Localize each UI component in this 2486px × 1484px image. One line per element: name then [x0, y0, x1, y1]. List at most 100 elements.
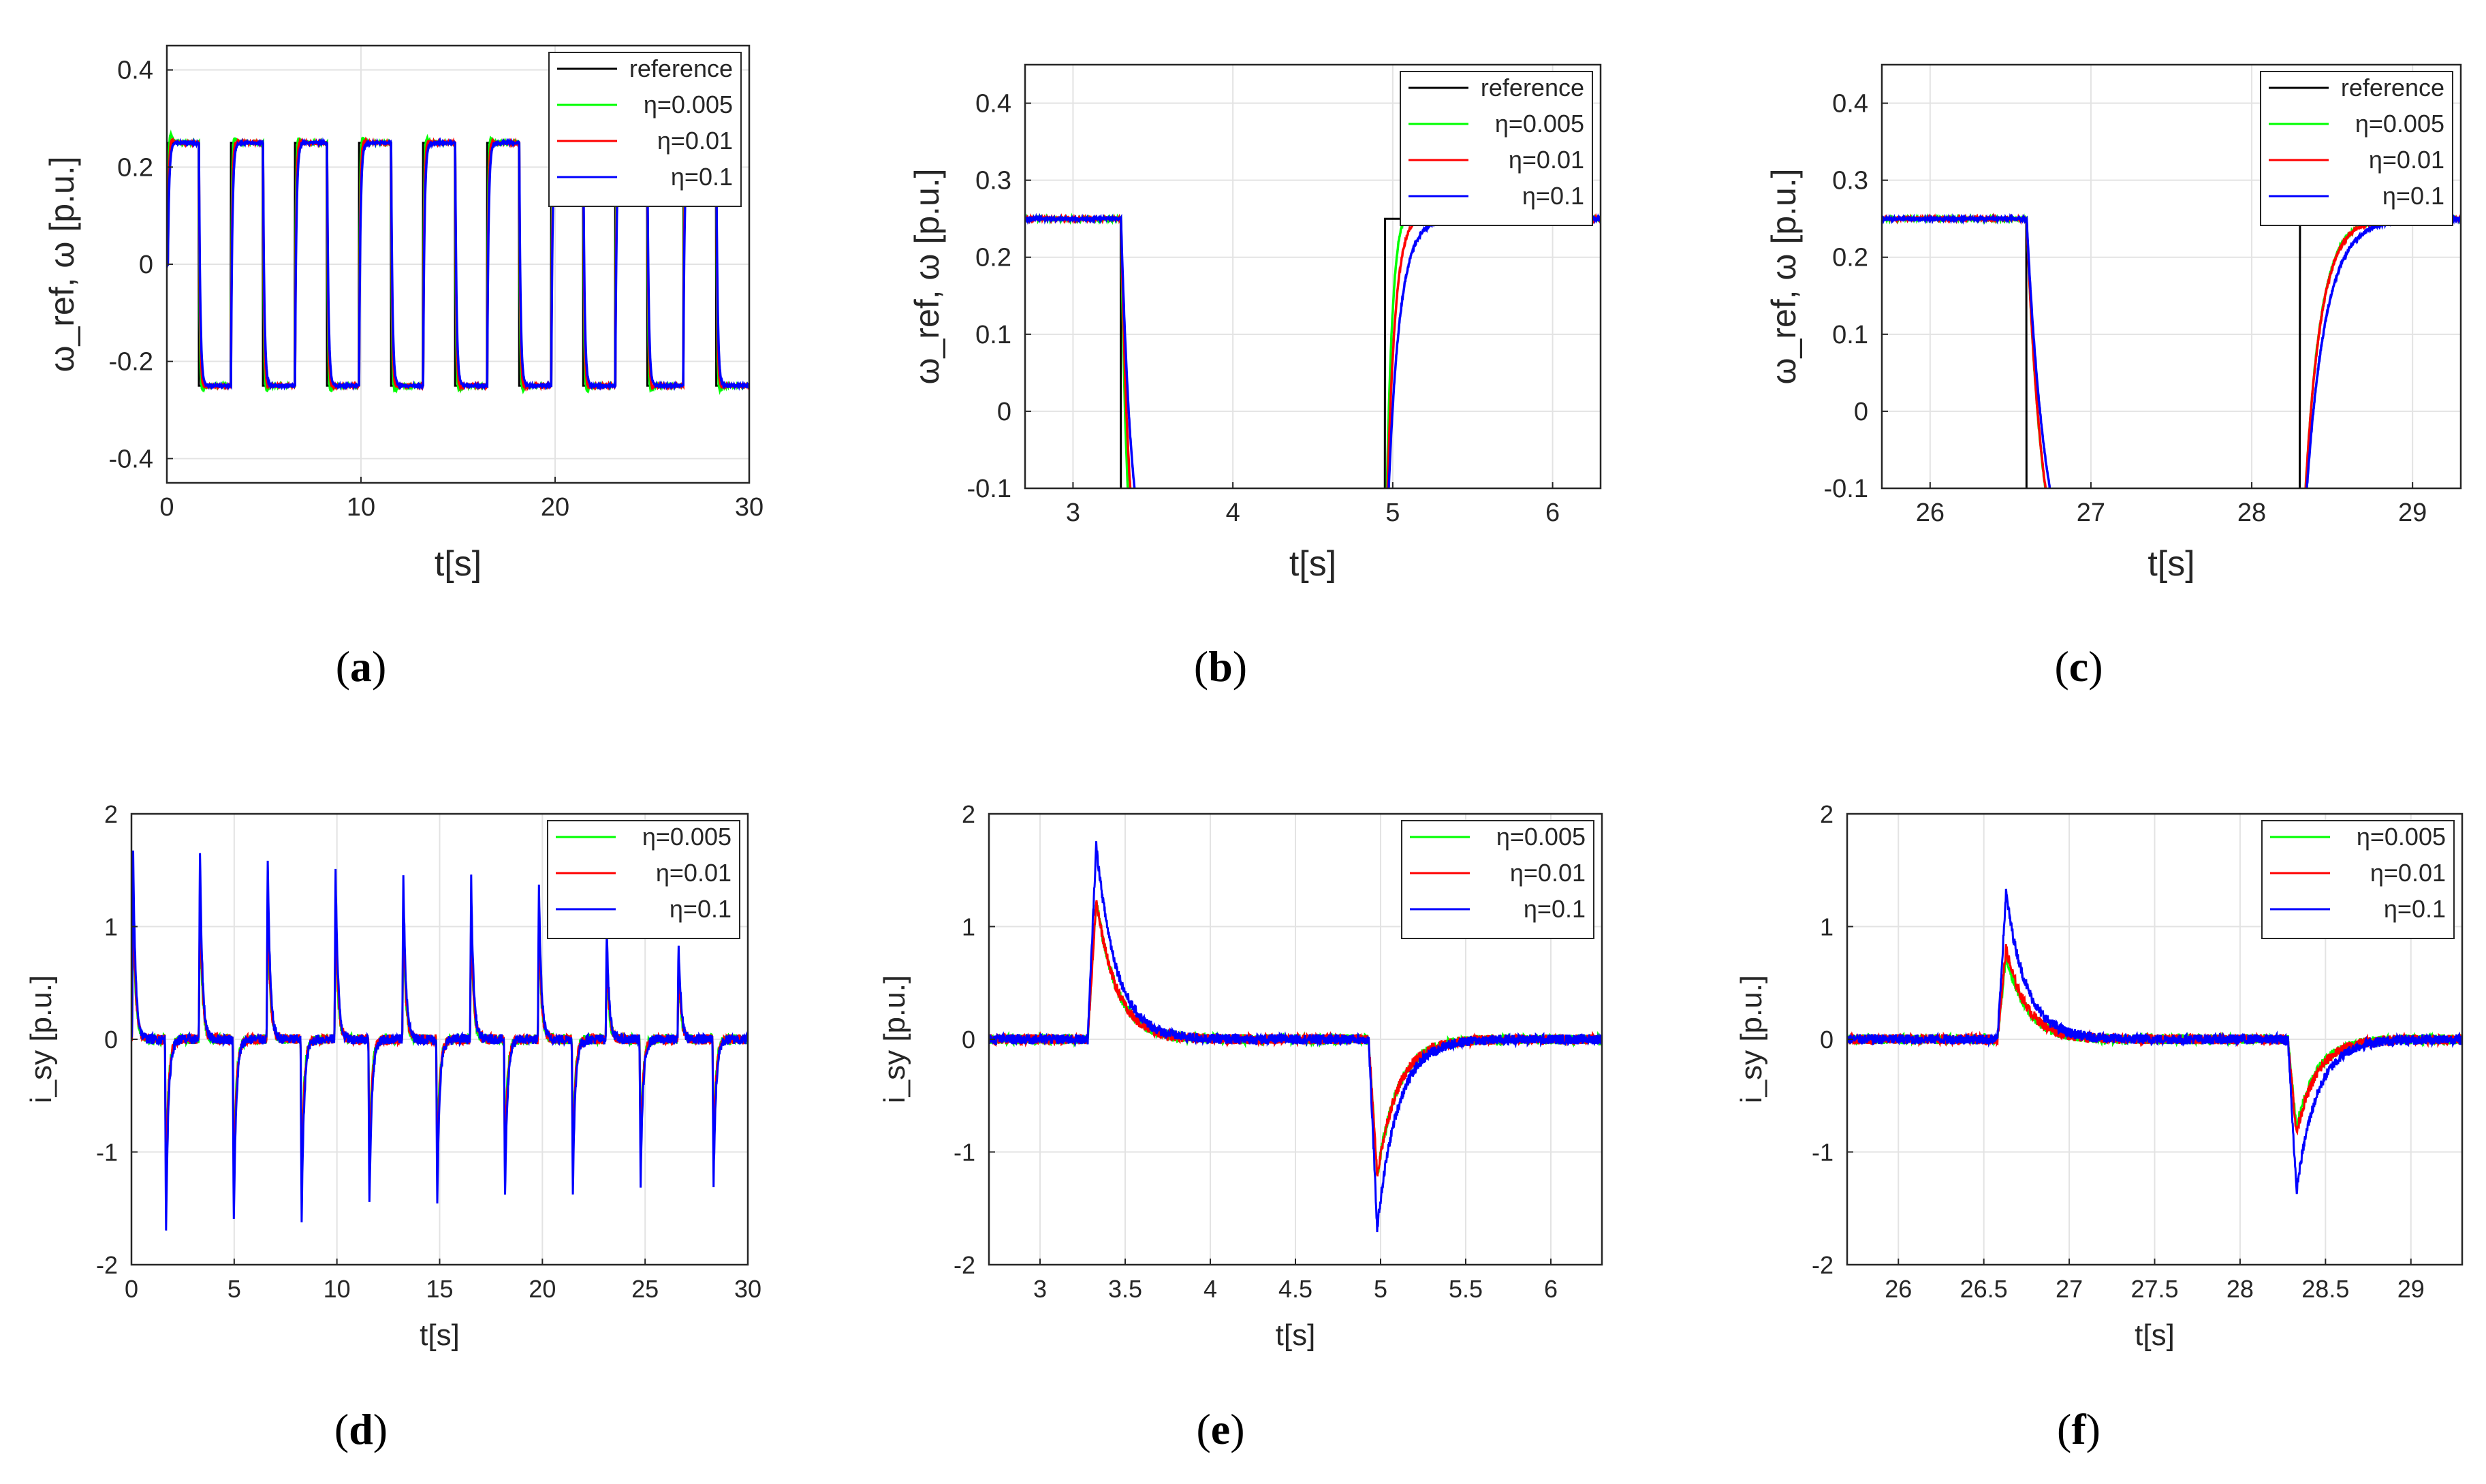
x-tick-label: 30	[735, 493, 764, 522]
x-axis-label: t[s]	[435, 544, 482, 584]
x-tick-label: 28	[2227, 1275, 2254, 1303]
y-tick-label: 0.1	[1832, 321, 1868, 349]
series-eta-0-1	[1882, 212, 2461, 488]
legend-entry: η=0.1	[1524, 895, 1586, 923]
series-eta-0-1	[989, 841, 1602, 1233]
legend-entry: reference	[2341, 74, 2444, 101]
legend: reference η=0.005 η=0.01 η=0.1	[2260, 71, 2453, 226]
y-tick-label: -2	[1812, 1251, 1834, 1279]
x-tick-label: 5	[1374, 1275, 1387, 1303]
x-axis-label: t[s]	[2135, 1319, 2175, 1352]
x-tick-label: 26.5	[1960, 1275, 2008, 1303]
y-tick-label: 2	[1820, 800, 1834, 828]
y-tick-label: 0.4	[117, 57, 153, 85]
x-tick-label: 26	[1885, 1275, 1912, 1303]
x-tick-label: 15	[426, 1275, 453, 1303]
y-axis-label: i_sy [p.u.]	[25, 975, 58, 1103]
series-group	[1847, 888, 2462, 1195]
y-tick-label: 0.2	[975, 244, 1011, 272]
x-tick-label: 6	[1545, 499, 1560, 527]
legend-entry: η=0.01	[656, 859, 731, 887]
x-tick-label: 4.5	[1278, 1275, 1312, 1303]
y-tick-label: 0	[1854, 398, 1868, 426]
axes-box	[1024, 63, 1602, 490]
y-axis-label: ω_ref, ω [p.u.]	[1765, 168, 1803, 384]
legend-entry: η=0.005	[644, 91, 733, 119]
x-tick-label: 0	[159, 493, 174, 522]
legend-entry: η=0.1	[1522, 182, 1584, 210]
caption-letter: d	[349, 1405, 373, 1453]
panel-e: 3 3.5 4 4.5 5 5.5 6 -2 -1 0 1 2 t[s] i_sy [p.u.] η=0.0…	[878, 800, 1603, 1453]
panel-caption: (c)	[2054, 642, 2103, 691]
y-tick-label: -0.1	[1824, 475, 1868, 503]
x-tick-label: 29	[2398, 499, 2427, 527]
legend: reference η=0.005 η=0.01 η=0.1	[548, 52, 742, 207]
y-axis-label: ω_ref, ω [p.u.]	[43, 156, 81, 372]
legend-entry: η=0.005	[2355, 110, 2444, 138]
panel-caption: (d)	[334, 1405, 388, 1453]
x-tick-label: 6	[1544, 1275, 1558, 1303]
y-tick-label: -0.2	[109, 348, 153, 377]
legend-entry: η=0.01	[1509, 146, 1584, 174]
y-tick-label: 0	[104, 1026, 118, 1054]
legend-entry: reference	[1481, 74, 1584, 101]
y-tick-label: 0.4	[975, 90, 1011, 119]
y-tick-label: 2	[104, 800, 118, 828]
y-axis-label: i_sy [p.u.]	[1735, 975, 1768, 1103]
legend-entry: η=0.005	[2357, 823, 2446, 851]
x-tick-label: 3	[1033, 1275, 1047, 1303]
legend-entry: η=0.1	[670, 895, 731, 923]
panel-caption: (e)	[1196, 1405, 1244, 1453]
panel-caption: (b)	[1194, 642, 1247, 691]
x-tick-label: 30	[734, 1275, 761, 1303]
legend: η=0.005 η=0.01 η=0.1	[1401, 820, 1594, 939]
panel-caption: (a)	[336, 642, 387, 691]
x-tick-label: 5	[1385, 499, 1400, 527]
y-tick-label: 0	[997, 398, 1011, 426]
x-tick-label: 29	[2397, 1275, 2425, 1303]
x-axis-label: t[s]	[420, 1319, 460, 1352]
x-axis-label: t[s]	[2147, 544, 2194, 584]
x-axis-label: t[s]	[1276, 1319, 1316, 1352]
y-tick-label: -1	[1812, 1139, 1834, 1167]
series-group	[167, 129, 749, 396]
panel-a: 0 10 20 30 -0.4 -0.2 0 0.2 0.4 t[s] ω_ref, ω [p.u.…	[43, 44, 764, 691]
y-tick-label: 0.4	[1832, 90, 1868, 119]
panel-d: 0 5 10 15 20 25 30 -2 -1 0 1 2 t[s] i_sy [p.u.] η=0.00…	[25, 800, 761, 1453]
caption-letter: b	[1208, 642, 1233, 691]
panel-caption: (f)	[2057, 1405, 2100, 1453]
x-tick-label: 0	[125, 1275, 138, 1303]
y-tick-label: 1	[962, 913, 975, 941]
legend-entry: η=0.1	[2382, 182, 2444, 210]
x-tick-label: 27	[2056, 1275, 2083, 1303]
legend-box	[548, 52, 742, 207]
y-tick-label: 2	[962, 800, 975, 828]
legend: η=0.005 η=0.01 η=0.1	[2261, 820, 2455, 939]
x-tick-label: 10	[324, 1275, 351, 1303]
y-tick-label: 1	[1820, 913, 1834, 941]
legend-entry: η=0.005	[642, 823, 731, 851]
x-tick-label: 25	[631, 1275, 659, 1303]
legend: η=0.005 η=0.01 η=0.1	[547, 820, 740, 939]
y-tick-label: 0	[962, 1026, 975, 1054]
x-tick-label: 26	[1916, 499, 1945, 527]
y-tick-label: -0.4	[109, 445, 153, 473]
caption-letter: c	[2069, 642, 2088, 691]
x-tick-label: 28	[2237, 499, 2266, 527]
panel-c: 26 27 28 29 -0.1 0 0.1 0.2 0.3 0.4 t[s] ω_ref, ω [p…	[1765, 63, 2462, 691]
legend-entry: η=0.01	[2369, 146, 2444, 174]
y-tick-label: -1	[96, 1139, 118, 1167]
panel-b: 3 4 5 6 -0.1 0 0.1 0.2 0.3 0.4 t[s] ω_ref, ω [p.u.]…	[908, 63, 1602, 691]
legend-box	[547, 820, 740, 939]
y-tick-label: 0.2	[117, 153, 153, 182]
y-tick-label: 0.1	[975, 321, 1011, 349]
x-tick-label: 20	[529, 1275, 556, 1303]
x-tick-label: 5	[227, 1275, 241, 1303]
series-eta-0-1	[167, 137, 749, 392]
legend-box	[2261, 820, 2455, 939]
x-tick-label: 10	[347, 493, 375, 522]
legend-box	[1401, 820, 1594, 939]
y-tick-label: -2	[96, 1251, 118, 1279]
legend-entry: reference	[629, 54, 733, 82]
